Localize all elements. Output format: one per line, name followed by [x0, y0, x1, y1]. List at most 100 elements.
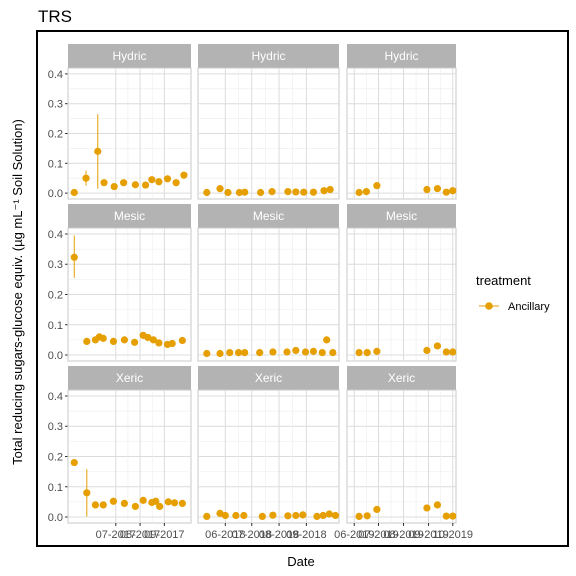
facet-strip [347, 44, 456, 68]
data-point [269, 511, 277, 519]
y-tick-label: 0.3 [48, 421, 63, 433]
data-point [221, 511, 229, 520]
data-point [329, 348, 337, 357]
data-point [216, 185, 224, 193]
chart-title: TRS [38, 7, 72, 26]
x-tick-label: 09-2019 [408, 529, 448, 541]
x-tick-label: 10-2019 [433, 529, 473, 541]
data-point [449, 512, 457, 520]
facet-strip-label: Hydric [384, 49, 418, 63]
x-tick-label: 07-2017 [96, 529, 136, 541]
x-tick-label: 09-2017 [144, 529, 184, 541]
facet-strip [68, 366, 191, 390]
x-tick-label: 07-2019 [358, 529, 398, 541]
y-tick-label: 0.0 [48, 188, 63, 200]
data-point [313, 512, 321, 521]
data-point [256, 188, 265, 197]
legend-title: treatment [476, 273, 531, 288]
data-point [355, 348, 363, 357]
x-tick-label: 08-2017 [120, 529, 160, 541]
data-point [164, 498, 172, 506]
panel-grid: 0.0 0.1 0.2 0.3 0.4 Hydric Hydric Hydric 0.0 0.1 0… [48, 44, 473, 541]
data-point [363, 348, 371, 357]
x-tick-label: 06-2019 [334, 529, 374, 541]
data-point [139, 496, 147, 504]
data-point [99, 501, 107, 509]
data-point [109, 337, 118, 345]
data-point [363, 512, 371, 520]
data-point [433, 185, 442, 193]
data-point [373, 347, 381, 355]
data-point [178, 336, 186, 345]
data-point [155, 339, 163, 347]
data-point [70, 458, 78, 467]
y-tick-label: 0.4 [48, 69, 63, 81]
facet-strip [198, 366, 339, 390]
data-point [82, 174, 90, 182]
y-tick-label: 0.4 [48, 391, 63, 403]
plot-frame [36, 30, 569, 547]
data-point [172, 179, 180, 187]
facet-strip-label: Xeric [388, 371, 415, 385]
data-point [269, 348, 277, 356]
data-point [152, 497, 160, 505]
data-point [83, 489, 91, 497]
data-point [120, 499, 129, 507]
facet-strip [198, 44, 339, 68]
data-point [320, 187, 328, 195]
data-point [241, 348, 249, 357]
data-point [240, 511, 248, 520]
y-tick-label: 0.1 [48, 320, 63, 332]
data-point [216, 349, 224, 358]
facet-strip-label: Hydric [112, 49, 146, 63]
data-point [110, 182, 118, 191]
data-point [433, 342, 442, 350]
data-point [326, 185, 334, 194]
data-point [449, 348, 457, 356]
facet-strip-label: Xeric [116, 371, 143, 385]
data-point [109, 497, 118, 505]
y-tick-label: 0.1 [48, 158, 63, 170]
facet-strip-label: Mesic [386, 209, 417, 223]
data-point [373, 182, 381, 190]
data-point [423, 346, 431, 355]
data-point [355, 188, 363, 197]
data-point [131, 181, 139, 189]
data-point [178, 499, 186, 507]
data-point [449, 187, 457, 195]
data-point [203, 349, 211, 358]
x-tick-label: 08-2018 [259, 529, 299, 541]
data-point [309, 347, 318, 355]
data-point [235, 188, 244, 197]
x-tick-label: 09-2018 [286, 529, 326, 541]
y-tick-label: 0.3 [48, 99, 63, 111]
data-point [442, 512, 450, 520]
data-point [232, 511, 240, 520]
y-axis-title: Total reducing sugars-glucose equiv. (µg… [10, 119, 25, 465]
data-point [156, 502, 164, 511]
data-point [355, 512, 363, 521]
data-point [226, 348, 234, 357]
data-point [170, 499, 179, 507]
data-point [433, 501, 442, 509]
legend-key-point [485, 302, 493, 310]
y-tick-label: 0.2 [48, 452, 63, 464]
data-point [319, 511, 327, 520]
facet-strip-label: Hydric [251, 49, 285, 63]
y-tick-label: 0.0 [48, 512, 63, 524]
data-point [292, 188, 300, 196]
facet-strip-label: Mesic [253, 209, 284, 223]
data-point [309, 188, 318, 196]
data-point [241, 188, 249, 196]
data-point [70, 188, 78, 197]
data-point [234, 348, 243, 357]
data-point [256, 348, 264, 357]
data-point [149, 336, 157, 344]
data-point [373, 505, 381, 514]
data-point [91, 501, 100, 509]
facet-strip [68, 44, 191, 68]
data-point [442, 348, 450, 356]
y-tick-label: 0.3 [48, 259, 63, 271]
y-tick-label: 0.4 [48, 229, 63, 241]
